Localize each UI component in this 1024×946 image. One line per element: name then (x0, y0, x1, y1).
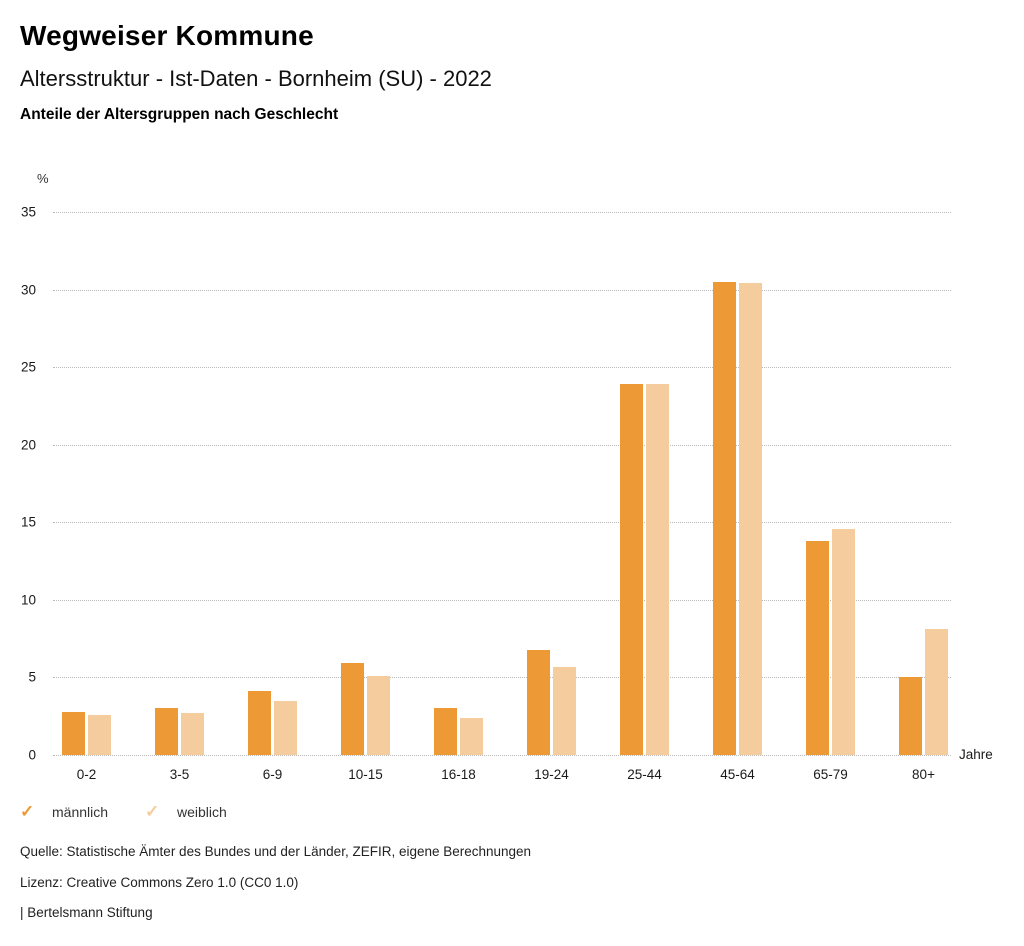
footer-source: Quelle: Statistische Ämter des Bundes un… (20, 844, 532, 859)
legend-item-weiblich[interactable]: ✓ weiblich (145, 802, 233, 822)
check-icon: ✓ (20, 802, 35, 821)
x-tick-label-65-79: 65-79 (813, 767, 848, 782)
legend-item-label: weiblich (177, 804, 227, 820)
footer-license: Lizenz: Creative Commons Zero 1.0 (CC0 1… (20, 875, 299, 890)
bar-männlich-80+[interactable] (899, 677, 922, 755)
chart-subtitle: Altersstruktur - Ist-Daten - Bornheim (S… (20, 66, 492, 91)
x-tick-label-10-15: 10-15 (348, 767, 383, 782)
bar-männlich-16-18[interactable] (434, 708, 457, 755)
gridline-15 (53, 522, 951, 524)
gridline-5 (53, 677, 951, 679)
x-tick-label-6-9: 6-9 (262, 767, 283, 782)
x-tick-label-16-18: 16-18 (441, 767, 476, 782)
x-tick-label-80+: 80+ (912, 767, 935, 782)
bar-weiblich-19-24[interactable] (553, 666, 576, 755)
plot-area: Jahre 0 5 10 15 20 25 30 35 0-2 3-5 6-9 10-15 16-18 1… (21, 205, 993, 783)
x-tick-label-19-24: 19-24 (534, 767, 569, 782)
gridline-25 (53, 367, 951, 369)
bar-männlich-19-24[interactable] (527, 649, 550, 755)
y-tick-label-5: 5 (28, 669, 36, 685)
bar-männlich-3-5[interactable] (155, 708, 178, 755)
gridline-20 (53, 444, 951, 446)
gridline-35 (53, 212, 951, 213)
check-icon: ✓ (145, 802, 160, 821)
bar-weiblich-45-64[interactable] (739, 283, 762, 755)
bar-weiblich-0-2[interactable] (88, 714, 111, 755)
legend-item-männlich[interactable]: ✓ männlich (20, 802, 108, 822)
bar-weiblich-25-44[interactable] (646, 384, 669, 755)
bar-weiblich-65-79[interactable] (832, 528, 855, 755)
gridline-10 (53, 599, 951, 601)
gridline-30 (53, 289, 951, 291)
bar-weiblich-3-5[interactable] (181, 713, 204, 755)
bar-männlich-25-44[interactable] (620, 384, 643, 755)
y-tick-label-10: 10 (20, 592, 36, 608)
x-tick-label-0-2: 0-2 (76, 767, 97, 782)
bar-weiblich-6-9[interactable] (274, 700, 297, 755)
y-tick-label-25: 25 (20, 359, 36, 375)
y-tick-label-15: 15 (20, 514, 36, 530)
y-tick-label-30: 30 (20, 282, 36, 298)
bar-weiblich-16-18[interactable] (460, 717, 483, 755)
footer-attribution: | Bertelsmann Stiftung (20, 905, 153, 920)
bar-männlich-6-9[interactable] (248, 691, 271, 755)
bar-weiblich-80+[interactable] (925, 629, 948, 755)
legend-item-label: männlich (52, 804, 109, 820)
chart-subsubtitle: Anteile der Altersgruppen nach Geschlech… (20, 106, 339, 123)
bar-weiblich-10-15[interactable] (367, 675, 390, 755)
bar-männlich-65-79[interactable] (806, 540, 829, 755)
x-tick-label-25-44: 25-44 (627, 767, 662, 782)
x-axis-unit-label: Jahre (959, 747, 993, 762)
bar-männlich-45-64[interactable] (713, 281, 736, 755)
x-tick-label-45-64: 45-64 (720, 767, 755, 782)
legend: ✓ männlich ✓ weiblich (20, 802, 233, 822)
y-axis-unit-label: % (37, 171, 49, 186)
bar-männlich-10-15[interactable] (341, 663, 364, 755)
bar-männlich-0-2[interactable] (62, 711, 85, 755)
gridline-0 (53, 755, 951, 756)
y-tick-label-0: 0 (28, 747, 36, 763)
y-tick-label-35: 35 (20, 204, 36, 220)
x-tick-label-3-5: 3-5 (169, 767, 190, 782)
page-title: Wegweiser Kommune (20, 20, 314, 51)
y-tick-label-20: 20 (20, 437, 36, 453)
